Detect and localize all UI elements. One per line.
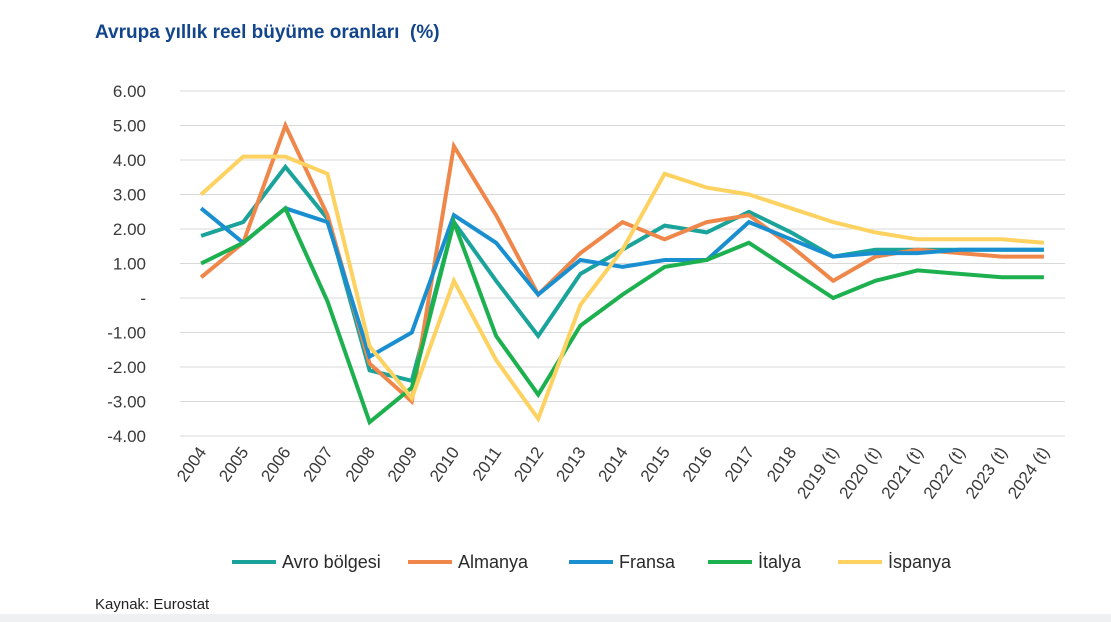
x-tick-label: 2004 xyxy=(173,443,210,485)
x-tick-label: 2010 xyxy=(426,443,463,485)
y-tick-label: 3.00 xyxy=(113,186,146,205)
x-tick-label: 2007 xyxy=(300,443,337,485)
x-tick-label: 2022 (t) xyxy=(920,443,969,502)
bottom-band xyxy=(0,614,1111,622)
y-tick-label: 6.00 xyxy=(113,82,146,101)
x-tick-label: 2017 xyxy=(721,443,758,485)
y-tick-label: 1.00 xyxy=(113,255,146,274)
y-tick-label: -4.00 xyxy=(107,427,146,446)
x-tick-label: 2013 xyxy=(552,443,589,485)
x-tick-label: 2023 (t) xyxy=(962,443,1011,502)
x-tick-label: 2008 xyxy=(342,443,379,485)
x-tick-label: 2019 (t) xyxy=(793,443,842,502)
series-line-2 xyxy=(199,206,1044,360)
series-lines xyxy=(199,120,1045,426)
legend-label: Fransa xyxy=(619,552,676,572)
legend-label: Almanya xyxy=(458,552,529,572)
x-tick-label: 2009 xyxy=(384,443,421,485)
chart-title: Avrupa yıllık reel büyüme oranları (%) xyxy=(95,22,440,43)
x-tick-label: 2015 xyxy=(637,443,674,485)
y-tick-label: 5.00 xyxy=(113,117,146,136)
x-axis-ticks: 2004 2005 2006 2007 2008 2009 2010 2011 2012 2013… xyxy=(173,443,1053,502)
legend-label: İtalya xyxy=(758,552,802,572)
y-tick-label: 4.00 xyxy=(113,151,146,170)
legend-label: İspanya xyxy=(888,552,952,572)
y-tick-label: - xyxy=(140,289,146,308)
series-line-4 xyxy=(199,154,1045,424)
x-tick-label: 2018 xyxy=(763,443,800,485)
x-tick-label: 2021 (t) xyxy=(878,443,927,502)
series-line-3 xyxy=(200,205,1044,426)
legend: Avro bölgesi Almanya Fransa İtalya İspanya xyxy=(232,552,952,572)
y-tick-label: 2.00 xyxy=(113,220,146,239)
y-axis-ticks: 6.00 5.00 4.00 3.00 2.00 1.00 - -1.00 -2.00 -3.00… xyxy=(107,82,146,446)
x-tick-label: 2024 (t) xyxy=(1004,443,1053,502)
x-tick-label: 2006 xyxy=(257,443,294,485)
x-tick-label: 2005 xyxy=(215,443,252,485)
y-tick-label: -2.00 xyxy=(107,358,146,377)
x-tick-label: 2011 xyxy=(469,443,506,484)
gridlines xyxy=(180,90,1065,437)
y-tick-label: -1.00 xyxy=(107,324,146,343)
legend-label: Avro bölgesi xyxy=(282,552,381,572)
x-tick-label: 2012 xyxy=(510,443,547,485)
x-tick-label: 2016 xyxy=(679,443,716,485)
series-line-0 xyxy=(200,163,1044,384)
source-note: Kaynak: Eurostat xyxy=(95,596,210,613)
x-tick-label: 2020 (t) xyxy=(835,443,884,502)
y-tick-label: -3.00 xyxy=(107,393,146,412)
x-tick-label: 2014 xyxy=(595,443,632,485)
